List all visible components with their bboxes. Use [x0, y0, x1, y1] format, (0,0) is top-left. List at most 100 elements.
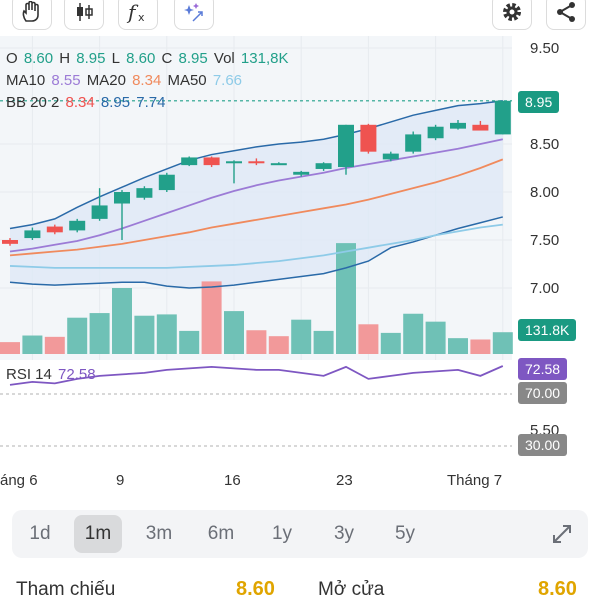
price-summary: Tham chiếu 8.60 Mở cửa 8.60	[0, 574, 600, 604]
settings-icon	[503, 3, 521, 21]
candle-body	[494, 100, 511, 135]
period-5y[interactable]: 5y	[394, 523, 416, 544]
volume-bar	[156, 314, 177, 354]
candle-body	[248, 161, 265, 164]
volume-value: 131,8K	[240, 50, 289, 67]
volume-bar	[0, 342, 20, 354]
candle-body	[360, 124, 377, 152]
volume-bar	[179, 330, 200, 354]
volume-bar	[336, 243, 356, 354]
bb-upper-line	[9, 100, 503, 230]
candle-body	[69, 220, 86, 231]
period-6m[interactable]: 6m	[207, 523, 235, 544]
bb-label: BB 20 2	[6, 94, 60, 111]
open-value: 8.60	[23, 50, 54, 67]
bb-lower-value: 8.34	[65, 94, 95, 111]
open-label: O	[6, 50, 18, 67]
candle-body	[181, 157, 198, 166]
price-chart[interactable]: O 8.60 H 8.95 L 8.60 C 8.95 Vol 131,8K M…	[0, 36, 600, 496]
open-price-label: Mở cửa	[318, 579, 385, 600]
rsi-value: 72.58	[58, 366, 96, 383]
rsi-legend: RSI 14 72.58	[6, 366, 98, 383]
reference-value: 8.60	[236, 578, 275, 600]
ai-tools-button[interactable]	[174, 0, 214, 30]
hand-tool-button[interactable]	[12, 0, 52, 30]
candle-type-button[interactable]	[64, 0, 104, 30]
period-3y[interactable]: 3y	[333, 523, 355, 544]
candle-body	[2, 240, 18, 244]
period-1m[interactable]: 1m	[74, 515, 122, 553]
chart-canvas[interactable]	[0, 36, 600, 496]
expand-icon[interactable]	[550, 522, 574, 546]
candlestick-icon	[77, 3, 93, 21]
candle-body	[338, 124, 354, 168]
candle-body	[270, 163, 287, 166]
volume-label: Vol	[213, 50, 235, 67]
volume-bar	[67, 317, 88, 354]
volume-bar	[201, 281, 222, 354]
candle-body	[91, 205, 108, 219]
rsi-line	[9, 365, 504, 386]
rsi-upper-pill: 70.00	[518, 382, 568, 404]
volume-bar	[448, 338, 468, 354]
ma50-line	[9, 223, 503, 269]
chart-toolbar: f x	[0, 0, 600, 36]
volume-bar	[224, 311, 244, 354]
period-selector: 1d 1m 3m 6m 1y 3y 5y	[12, 510, 588, 558]
ma-legend: MA10 8.55 MA20 8.34 MA50 7.66	[6, 72, 244, 89]
ma20-value: 8.34	[132, 72, 162, 89]
period-3m[interactable]: 3m	[145, 523, 173, 544]
high-value: 8.95	[76, 50, 106, 67]
candle-body	[24, 230, 41, 239]
candle-body	[46, 226, 63, 233]
ma10-label: MA10	[6, 72, 46, 89]
x-label: 23	[336, 472, 353, 489]
price-tick: 8.50	[530, 136, 560, 153]
bb-middle-value: 8.95	[100, 94, 131, 111]
share-icon	[557, 2, 575, 22]
close-value: 8.95	[178, 50, 208, 67]
ma20-label: MA20	[86, 72, 126, 89]
price-tick: 7.00	[530, 280, 560, 297]
share-button[interactable]	[546, 0, 586, 30]
volume-bar	[291, 319, 312, 354]
hand-icon	[22, 1, 39, 22]
candle-body	[203, 157, 220, 166]
candle-body	[450, 122, 466, 129]
ma50-label: MA50	[167, 72, 207, 89]
svg-text:x: x	[138, 11, 145, 23]
volume-bar	[134, 315, 155, 354]
candle-body	[382, 153, 399, 160]
candle-body	[315, 163, 332, 169]
ma10-value: 8.55	[51, 72, 81, 89]
rsi-label: RSI 14	[6, 366, 52, 383]
indicators-button[interactable]: f x	[118, 0, 158, 30]
ma50-value: 7.66	[212, 72, 243, 89]
rsi-panel-background	[0, 360, 512, 454]
settings-button[interactable]	[492, 0, 532, 30]
volume-bar	[246, 330, 267, 354]
period-1d[interactable]: 1d	[29, 523, 51, 544]
volume-bar	[22, 335, 43, 354]
volume-bar	[268, 336, 289, 354]
ohlc-legend: O 8.60 H 8.95 L 8.60 C 8.95 Vol 131,8K	[6, 50, 290, 67]
candle-body	[293, 171, 310, 175]
price-tick: 7.50	[530, 232, 560, 249]
rsi-lower-pill: 30.00	[518, 434, 568, 456]
rsi-value-pill: 72.58	[518, 358, 568, 380]
price-tick: 9.50	[530, 40, 560, 57]
volume-bar	[470, 339, 491, 354]
candle-body	[158, 174, 175, 191]
period-1y[interactable]: 1y	[271, 523, 293, 544]
high-label: H	[59, 50, 71, 67]
volume-bar	[313, 330, 334, 354]
candle-body	[405, 134, 422, 152]
x-label: Tháng 7	[447, 472, 503, 489]
volume-bar	[403, 313, 424, 354]
candle-body	[472, 124, 489, 131]
bb-upper-value: 7.74	[136, 94, 166, 111]
close-label: C	[161, 50, 173, 67]
candle-body	[427, 126, 444, 139]
volume-pill: 131.8K	[518, 319, 577, 341]
volume-bar	[425, 321, 446, 354]
